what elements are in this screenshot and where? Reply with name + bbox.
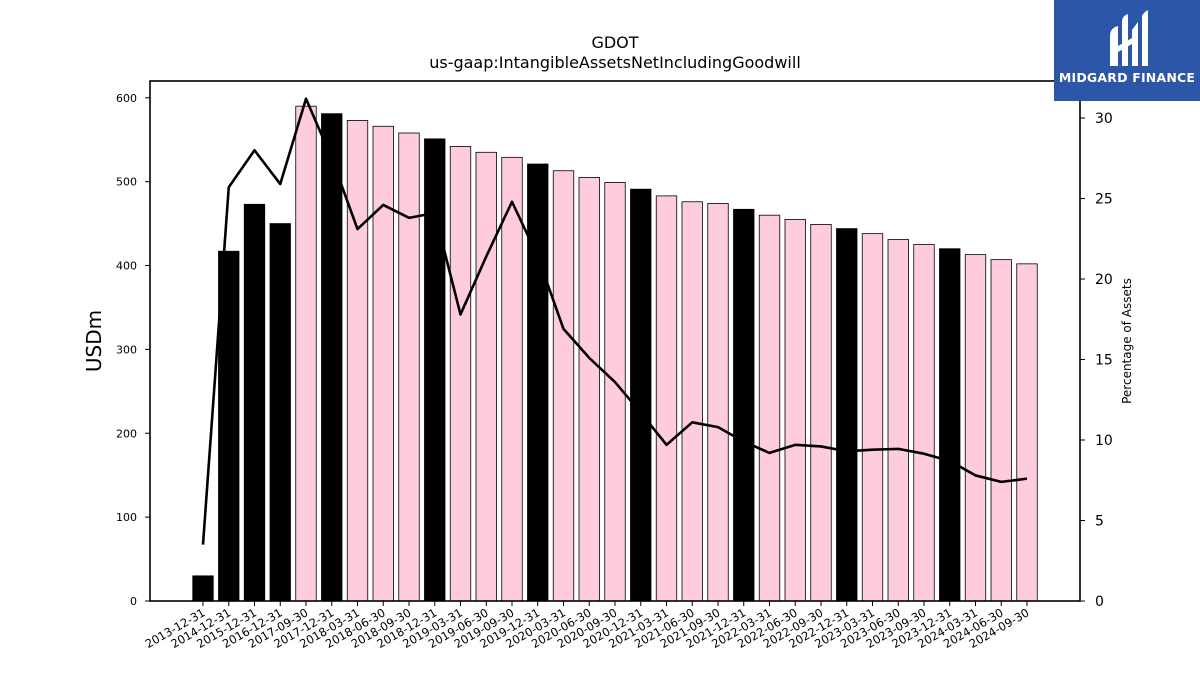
bar-2022-09-30: [810, 224, 832, 602]
midgard-mi-logo-icon: [1110, 10, 1148, 66]
bar-2022-06-30: [784, 218, 806, 602]
percentage-line: [201, 97, 1028, 545]
y-tick-label-0: 0: [130, 595, 137, 608]
bar-2017-12-31: [321, 113, 343, 602]
bar-2015-12-31: [243, 203, 266, 602]
bar-2021-12-31: [733, 208, 755, 602]
y2-tick-label-30: 30: [1095, 111, 1113, 127]
bar-2013-12-31: [192, 575, 214, 602]
bar-2024-06-30: [990, 259, 1012, 602]
line-layer: [201, 97, 1028, 545]
bar-2019-03-31: [449, 146, 472, 602]
bar-2021-09-30: [707, 203, 729, 602]
bar-2019-09-30: [501, 156, 523, 602]
bar-2021-06-30: [681, 201, 703, 602]
bar-2020-06-30: [578, 177, 600, 602]
brand-name: MIDGARD FINANCE: [1058, 70, 1196, 85]
bar-2016-12-31: [269, 223, 291, 602]
bars-layer: [192, 105, 1038, 602]
chart-subtitle: us-gaap:IntangibleAssetsNetIncludingGood…: [429, 53, 801, 72]
chart-title: GDOT: [591, 33, 638, 52]
y-tick-label-500: 500: [116, 176, 137, 189]
y-tick-label-600: 600: [116, 92, 137, 105]
y-tick-label-300: 300: [116, 343, 137, 356]
bar-2023-03-31: [861, 233, 884, 602]
bar-2017-09-30: [295, 105, 317, 602]
y2-tick-label-25: 25: [1095, 192, 1113, 208]
y-tick-label-200: 200: [116, 427, 137, 440]
brand-logo: MIDGARD FINANCE: [1054, 0, 1200, 101]
axes-layer: 01002003004005006000510152025302013-12-3…: [116, 80, 1113, 651]
bar-2020-03-31: [552, 170, 575, 602]
bar-2019-12-31: [527, 163, 549, 602]
bar-2020-12-31: [630, 188, 652, 602]
y2-tick-label-10: 10: [1095, 433, 1113, 449]
y-axis-label: USDm: [82, 310, 106, 372]
y-tick-label-400: 400: [116, 260, 137, 273]
y2-tick-label-5: 5: [1095, 514, 1104, 530]
bar-2024-03-31: [964, 254, 987, 602]
y-tick-label-100: 100: [116, 511, 137, 524]
bar-2018-03-31: [346, 120, 369, 602]
bar-2018-09-30: [398, 132, 420, 602]
bar-2022-03-31: [758, 214, 781, 602]
bar-2018-12-31: [424, 138, 446, 602]
y2-axis-label: Percentage of Assets: [1120, 278, 1134, 404]
bar-2018-06-30: [372, 125, 394, 602]
bar-2023-09-30: [913, 244, 935, 602]
bar-2021-03-31: [655, 195, 678, 602]
bar-2022-12-31: [836, 228, 858, 602]
bar-2023-06-30: [887, 239, 909, 602]
bar-2019-06-30: [475, 151, 497, 602]
y2-tick-label-0: 0: [1095, 594, 1104, 610]
bar-2023-12-31: [939, 248, 961, 602]
y2-tick-label-20: 20: [1095, 272, 1113, 288]
bar-2024-09-30: [1016, 263, 1038, 602]
y2-tick-label-15: 15: [1095, 353, 1113, 369]
